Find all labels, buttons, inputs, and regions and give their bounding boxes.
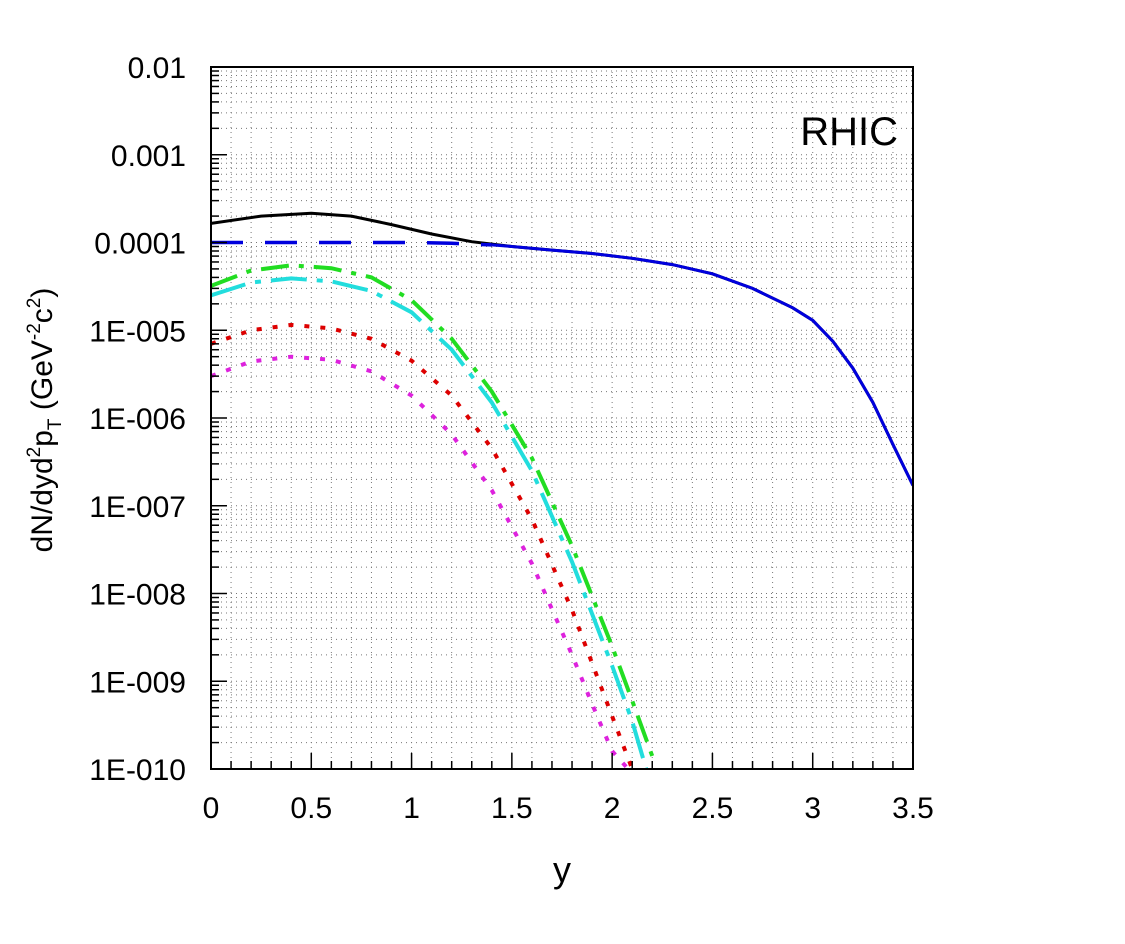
series-path [211, 276, 649, 769]
y-axis-label-part: (GeV [26, 340, 59, 418]
annotation-label: RHIC [800, 110, 898, 154]
y-axis-label: dN/dyd2pT (GeV-2c2) [24, 288, 66, 553]
series-line [211, 240, 913, 487]
y-axis-label-part: ) [26, 288, 59, 298]
x-tick-label: 3.5 [892, 792, 934, 825]
x-tick-label: 3 [804, 792, 821, 825]
y-tick-label: 1E-010 [89, 754, 186, 787]
x-tick-labels: 0 0.5 1 1.5 2 2.5 3 3.5 [203, 792, 934, 825]
x-tick-label: 0 [203, 792, 220, 825]
y-tick-label: 0.001 [111, 140, 186, 173]
y-tick-label: 1E-009 [89, 666, 186, 699]
y-tick-label: 1E-006 [89, 403, 186, 436]
y-tick-label: 1E-008 [89, 579, 186, 612]
y-axis-label-sub: T [45, 418, 66, 430]
series-line [211, 263, 655, 757]
y-axis-label-part: p [26, 430, 59, 447]
x-tick-label: 1 [403, 792, 420, 825]
y-axis-label-part: c [26, 308, 59, 323]
y-axis-label-sup: -2 [24, 323, 45, 340]
series-path-solid [491, 243, 913, 487]
y-tick-label: 1E-007 [89, 491, 186, 524]
x-tick-label: 2 [604, 792, 621, 825]
y-axis-label-sup: 2 [24, 447, 45, 458]
axis-ticks [210, 66, 914, 770]
series-line [211, 354, 630, 769]
y-tick-label: 0.01 [128, 52, 186, 85]
series-path [211, 354, 630, 769]
y-tick-label: 0.0001 [94, 228, 186, 261]
series-layer [211, 211, 913, 769]
x-tick-label: 1.5 [491, 792, 533, 825]
y-tick-label: 1E-005 [89, 315, 186, 348]
y-axis-label-sup: 2 [24, 298, 45, 309]
series-path [211, 322, 635, 769]
x-tick-label: 2.5 [692, 792, 734, 825]
series-path [211, 263, 655, 757]
x-tick-label: 0.5 [290, 792, 332, 825]
y-tick-labels: 0.01 0.001 0.0001 1E-005 1E-006 1E-007 1E-008 1… [89, 52, 186, 787]
series-line [211, 322, 635, 769]
series-path-dashed [211, 240, 492, 247]
x-axis-label: y [553, 849, 571, 890]
grid [211, 67, 913, 769]
y-axis-label-part: dN/dyd [26, 457, 59, 552]
series-line [211, 276, 649, 769]
